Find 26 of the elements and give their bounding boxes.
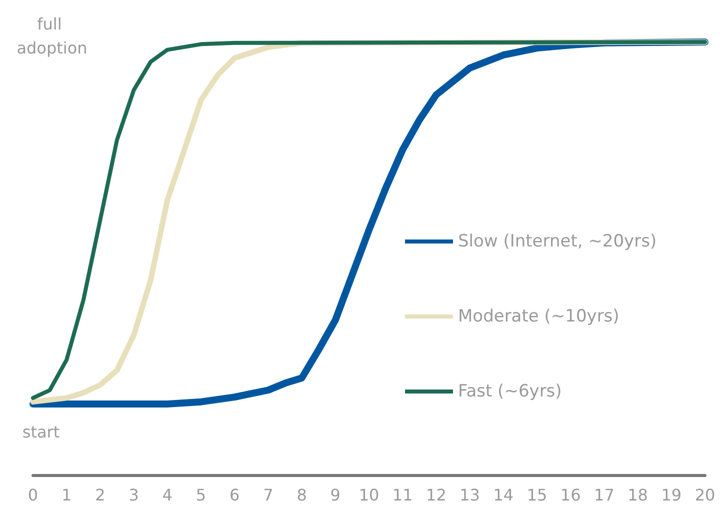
x-tick-label: 14 [493,486,514,504]
x-tick-label: 0 [28,486,38,504]
annotation: start [22,422,60,442]
x-tick-label: 8 [296,486,307,504]
x-tick-label: 13 [460,486,480,504]
x-tick-label: 19 [661,486,682,504]
x-tick-label: 11 [392,486,413,504]
x-tick-label: 9 [330,486,340,504]
x-tick-label: 4 [162,486,172,504]
x-tick-label: 17 [594,486,614,504]
legend-label: Fast (~6yrs) [458,382,562,402]
x-tick-label: 6 [230,486,240,504]
x-tick-label: 7 [263,486,274,504]
x-tick-label: 20 [694,486,716,504]
legend-label: Slow (Internet, ~20yrs) [458,232,657,252]
x-tick-label: 18 [628,486,648,504]
x-tick-label: 1 [62,486,72,504]
x-tick-label: 2 [95,486,106,504]
x-tick-label: 3 [128,486,139,504]
annotation: full adoption [16,14,88,58]
x-tick-label: 10 [358,486,380,504]
x-tick-label: 15 [526,486,548,504]
x-tick-label: 16 [560,486,581,504]
x-tick-label: 12 [426,486,446,504]
legend-label: Moderate (~10yrs) [458,306,620,326]
x-tick-label: 5 [196,486,206,504]
